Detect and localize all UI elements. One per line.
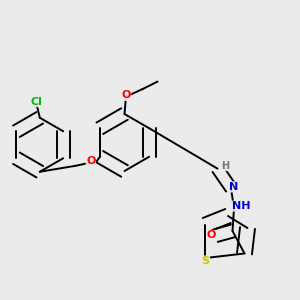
Text: N: N [229,182,238,192]
Text: O: O [207,230,216,241]
Text: O: O [86,156,95,166]
Text: S: S [202,256,209,266]
Text: NH: NH [232,201,251,211]
Text: O: O [121,90,131,100]
Text: H: H [221,160,229,171]
Text: Cl: Cl [31,97,43,106]
